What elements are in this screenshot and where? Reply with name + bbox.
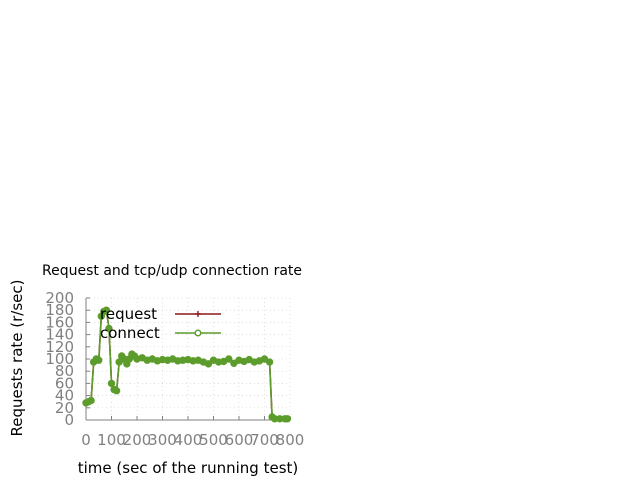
series-connect	[82, 306, 292, 423]
y-tick-label: 0	[64, 411, 74, 429]
x-tick-label: 700	[250, 431, 279, 449]
y-tick-label: 200	[45, 289, 74, 307]
data-point-connect	[112, 387, 121, 395]
legend-marker-request	[195, 311, 201, 317]
data-point-connect	[204, 360, 213, 368]
data-point-connect	[87, 396, 95, 405]
y-tick-label: 60	[55, 374, 74, 392]
x-tick-label: 600	[225, 431, 254, 449]
x-tick-label: 400	[174, 431, 203, 449]
x-tick-label: 800	[276, 431, 305, 449]
legend-entry-connect: connect	[100, 324, 221, 342]
y-tick-label: 80	[55, 362, 74, 380]
x-tick-label: 0	[81, 431, 91, 449]
legend-entry-request: request	[100, 305, 221, 323]
x-tick-label: 300	[148, 431, 177, 449]
data-point-connect	[283, 415, 292, 423]
axes	[85, 297, 291, 421]
x-tick-label: 500	[199, 431, 228, 449]
data-point-connect	[225, 355, 233, 363]
data-point-connect	[265, 358, 274, 366]
y-tick-label: 160	[45, 313, 74, 331]
x-tick-label: 200	[123, 431, 152, 449]
data-point-connect	[105, 324, 113, 333]
y-tick-label: 120	[45, 338, 74, 356]
chart-title: Request and tcp/udp connection rate	[42, 263, 302, 279]
y-tick-label: 140	[45, 326, 74, 344]
data-point-connect	[95, 356, 103, 364]
y-tick-label: 20	[55, 399, 74, 417]
data-point-connect	[102, 306, 111, 314]
series-plot	[82, 306, 292, 423]
y-tick-label: 100	[45, 350, 74, 368]
legend-label-connect: connect	[100, 324, 160, 342]
x-tick-label: 100	[97, 431, 126, 449]
y-tick-label: 180	[45, 301, 74, 319]
y-tick-label: 40	[55, 387, 74, 405]
legend-marker-connect	[194, 329, 202, 337]
x-axis-label: time (sec of the running test)	[78, 459, 299, 477]
legend-label-request: request	[100, 305, 157, 323]
data-point-connect	[107, 379, 116, 388]
y-axis-label: Requests rate (r/sec)	[8, 280, 26, 437]
